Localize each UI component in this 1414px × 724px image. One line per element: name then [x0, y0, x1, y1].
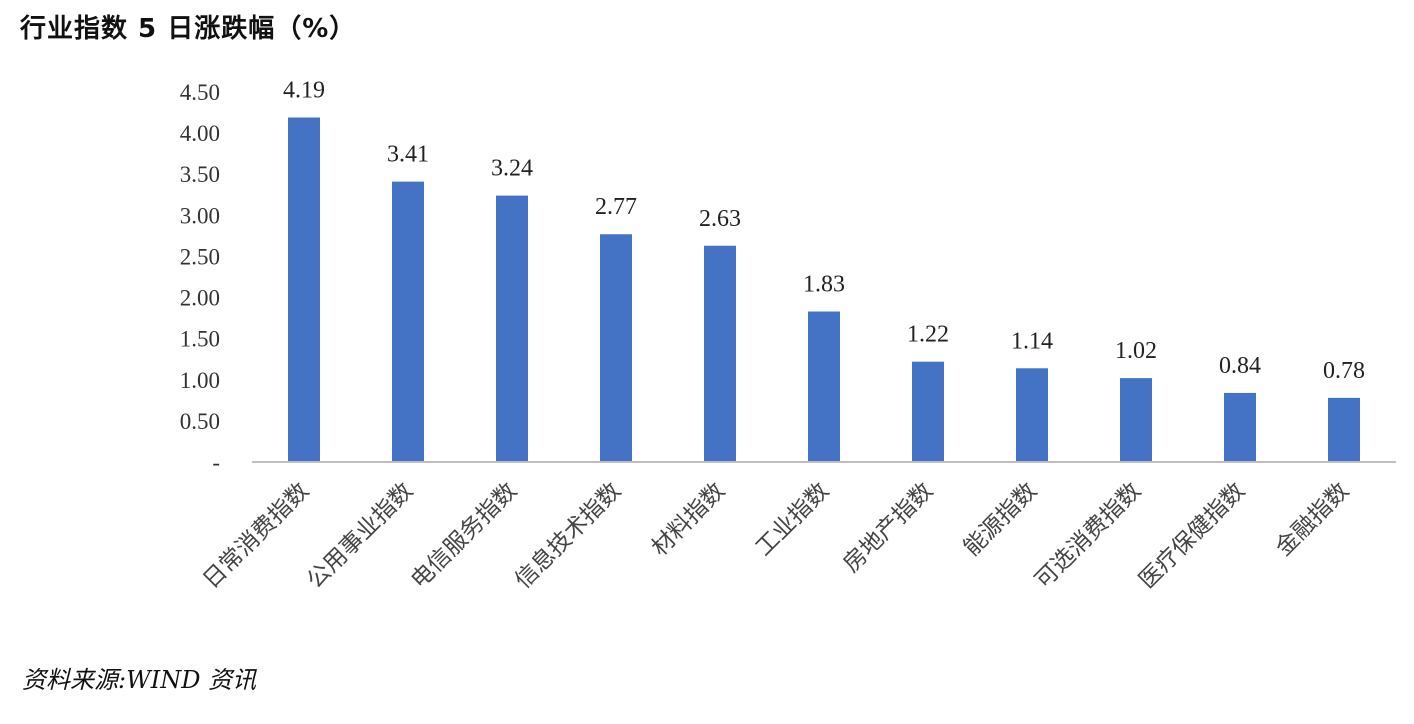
data-label: 0.84: [1219, 353, 1261, 379]
category-label: 公用事业指数: [302, 478, 418, 594]
category-label: 能源指数: [959, 478, 1042, 561]
data-label: 1.14: [1011, 328, 1053, 354]
category-label: 材料指数: [647, 478, 730, 561]
bar: [1120, 378, 1152, 462]
category-label: 日常消费指数: [198, 478, 314, 594]
bars: [288, 117, 1360, 462]
data-label: 1.83: [803, 272, 845, 298]
category-label: 医疗保健指数: [1134, 478, 1250, 594]
y-tick-label: 4.00: [180, 121, 220, 146]
category-label: 可选消费指数: [1030, 478, 1146, 594]
data-label: 4.19: [283, 77, 325, 103]
data-label: 3.41: [387, 142, 429, 168]
y-axis-ticks: - 0.50 1.00 1.50 2.00 2.50 3.00 3.50 4.00 4.50: [180, 80, 220, 475]
y-tick-label: 2.00: [180, 286, 220, 311]
bar: [1016, 368, 1048, 462]
data-label: 1.22: [907, 322, 949, 348]
y-tick-label: 0.50: [180, 409, 220, 434]
bar: [392, 181, 424, 462]
data-label: 2.77: [595, 194, 637, 220]
category-label: 金融指数: [1271, 478, 1354, 561]
bar: [1328, 397, 1360, 462]
y-tick-label: 1.50: [180, 327, 220, 352]
bar: [808, 311, 840, 462]
category-label: 工业指数: [751, 478, 834, 561]
bar: [496, 195, 528, 462]
y-tick-label: 3.00: [180, 203, 220, 228]
data-label: 2.63: [699, 206, 741, 232]
y-tick-label: -: [212, 450, 220, 475]
y-tick-label: 2.50: [180, 244, 220, 269]
chart-title: 行业指数 5 日涨跌幅（%）: [20, 14, 357, 44]
y-tick-label: 4.50: [180, 80, 220, 105]
source-note: 资料来源:WIND 资讯: [22, 666, 257, 694]
category-label: 电信服务指数: [406, 478, 522, 594]
bar: [600, 234, 632, 462]
y-tick-label: 3.50: [180, 162, 220, 187]
bar: [288, 117, 320, 462]
data-label: 0.78: [1323, 358, 1365, 384]
data-labels: 4.19 3.41 3.24 2.77 2.63 1.83 1.22 1.14 1.02 0.84…: [283, 77, 1365, 383]
data-label: 3.24: [491, 156, 533, 182]
category-label: 信息技术指数: [510, 478, 626, 594]
bar: [1224, 392, 1256, 462]
data-label: 1.02: [1115, 338, 1157, 364]
bar: [912, 361, 944, 462]
category-label: 房地产指数: [839, 478, 939, 578]
bar: [704, 245, 736, 462]
y-tick-label: 1.00: [180, 368, 220, 393]
